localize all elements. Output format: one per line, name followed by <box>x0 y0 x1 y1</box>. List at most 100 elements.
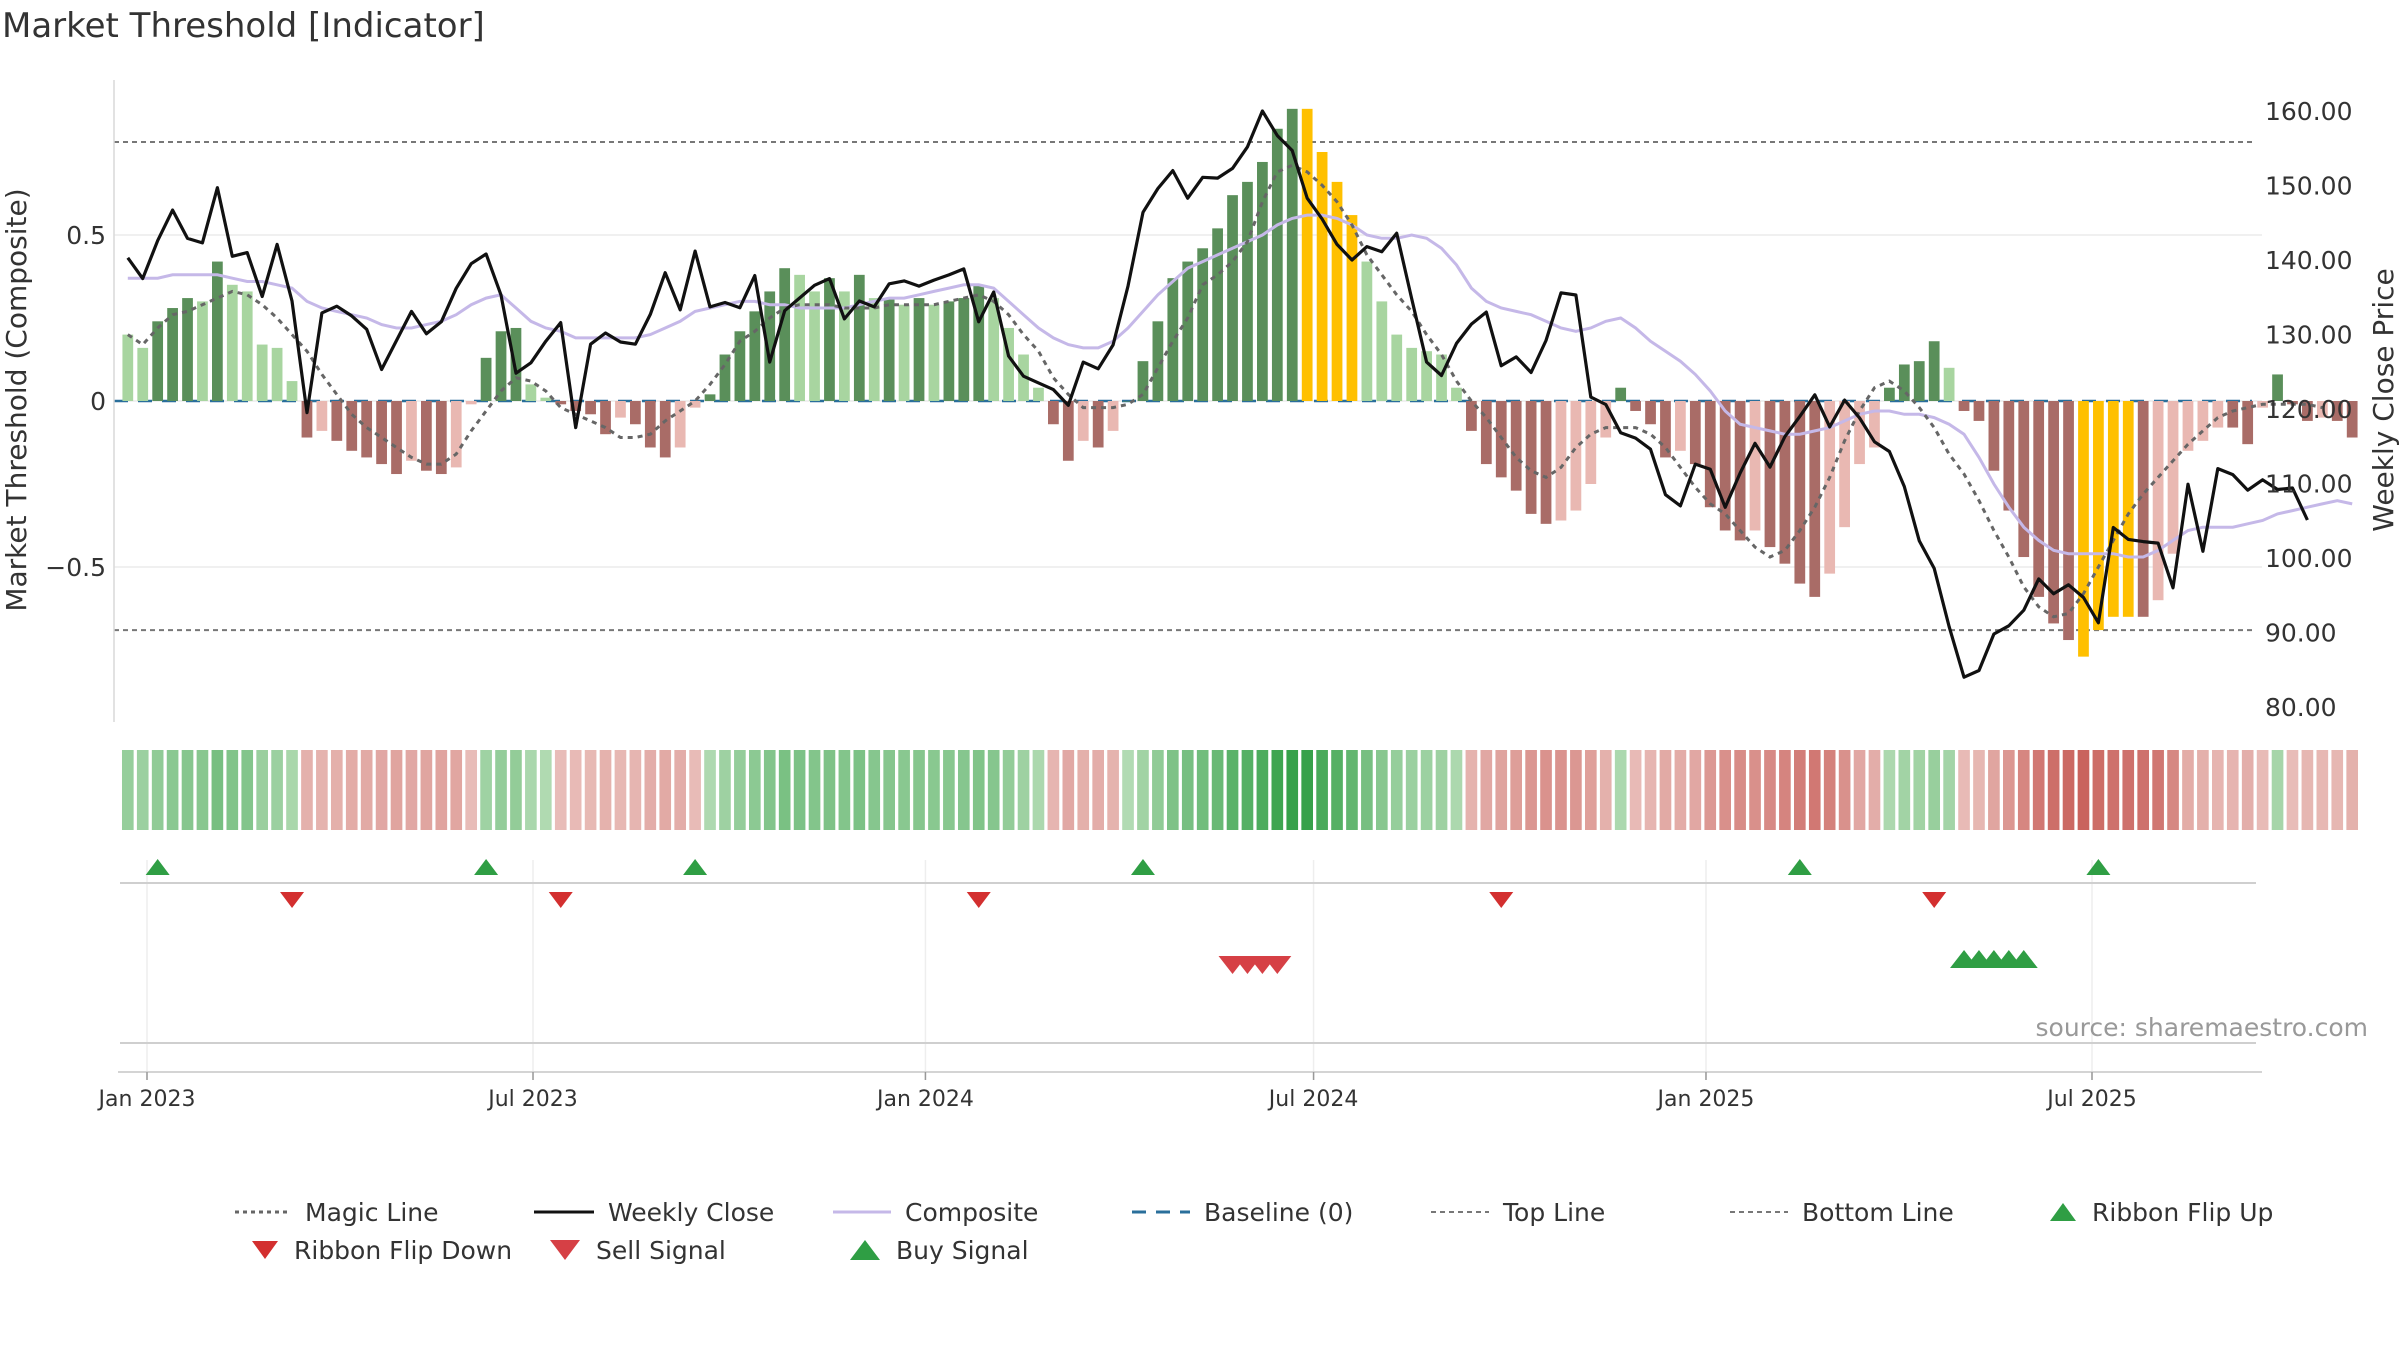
composite-bar <box>435 401 447 475</box>
ribbon-cell <box>405 750 418 830</box>
composite-bar <box>585 401 596 415</box>
ribbon-cell <box>525 750 537 830</box>
composite-bar <box>2033 401 2045 597</box>
ribbon-cell <box>196 750 209 830</box>
composite-bar <box>1824 401 1836 574</box>
legend-weekly-close: Weekly Close <box>534 1195 774 1229</box>
ribbon-cell <box>330 750 343 830</box>
ribbon-cell <box>1689 750 1702 830</box>
composite-bar <box>1331 181 1343 401</box>
ribbon-cell <box>823 750 836 830</box>
composite-bar <box>913 298 925 401</box>
ribbon-cell <box>2062 750 2075 830</box>
x-tick-label: Jul 2024 <box>1267 1087 1359 1112</box>
ribbon-flip-up-marker <box>683 859 708 875</box>
composite-bar <box>2018 401 2030 558</box>
composite-bar <box>2182 401 2194 451</box>
composite-bar <box>346 401 358 451</box>
x-tick-label: Jan 2024 <box>875 1087 974 1112</box>
ribbon-cell <box>1779 750 1791 830</box>
composite-bar <box>1510 401 1522 491</box>
ribbon-cell <box>1988 750 2000 830</box>
ribbon-cell <box>2241 750 2254 830</box>
composite-bar <box>898 304 910 401</box>
ribbon-flip-up-marker <box>145 859 170 875</box>
composite-bar <box>1361 261 1373 401</box>
composite-bar <box>1973 401 1985 421</box>
ribbon-cell <box>2092 750 2105 830</box>
ribbon-cell <box>1913 750 1926 830</box>
composite-bar <box>376 401 387 465</box>
ribbon-cell <box>1555 750 1567 830</box>
composite-bar <box>1436 354 1447 401</box>
ribbon-cell <box>2331 750 2344 830</box>
ribbon-cell <box>1644 750 1657 830</box>
ribbon-cell <box>2316 750 2329 830</box>
ribbon-cell <box>913 750 925 830</box>
magic-line <box>126 163 2323 619</box>
ribbon-cell <box>1286 750 1299 830</box>
composite-bar <box>1391 334 1403 401</box>
y-axis-label-left: Market Threshold (Composite) <box>0 188 33 611</box>
buy-signal-swatch <box>850 1240 880 1260</box>
ribbon-flip-up-marker <box>1130 859 1155 875</box>
legend-label: Composite <box>905 1197 1039 1227</box>
y-tick-label-right: 90.00 <box>2265 619 2337 648</box>
composite-bar <box>2346 401 2358 438</box>
ribbon-cell <box>1614 750 1627 830</box>
ribbon-cell <box>898 750 910 830</box>
composite-bar <box>1242 181 1253 401</box>
ribbon-cell <box>2271 750 2284 830</box>
ribbon-cell <box>2122 750 2135 830</box>
legend-label: Baseline (0) <box>1204 1197 1354 1227</box>
ribbon-cell <box>1719 750 1732 830</box>
ribbon-cell <box>1181 750 1194 830</box>
composite-bar <box>286 381 298 401</box>
composite-bar <box>1958 401 1970 411</box>
composite-bar <box>1525 401 1537 514</box>
source-text: source: sharemaestro.com <box>2036 1013 2369 1042</box>
ribbon-cell <box>345 750 358 830</box>
ribbon-cell <box>2212 750 2224 830</box>
composite-bar <box>868 298 880 401</box>
composite-bar <box>2227 401 2239 428</box>
ribbon-cell <box>539 750 552 830</box>
composite-bar <box>1988 401 2000 471</box>
composite-bar <box>779 268 791 401</box>
top-line-swatch <box>1431 1211 1489 1213</box>
composite-bar <box>1421 351 1432 401</box>
composite-bar <box>152 321 164 401</box>
ribbon-cell <box>704 750 716 830</box>
ribbon-cell <box>1122 750 1134 830</box>
composite-bar <box>1346 215 1358 401</box>
composite-bar <box>122 334 134 401</box>
ribbon-cell <box>1868 750 1881 830</box>
composite-line <box>127 213 2353 559</box>
ribbon-cell <box>1958 750 1970 830</box>
legend-bottom-line: Bottom Line <box>1730 1195 1954 1229</box>
composite-bar <box>1749 401 1761 531</box>
ribbon-cell <box>1152 750 1164 830</box>
ribbon-cell <box>510 750 522 830</box>
ribbon-cell <box>1838 750 1851 830</box>
composite-bar <box>943 301 955 401</box>
ribbon-cell <box>987 750 1000 830</box>
x-tick-label: Jul 2025 <box>2045 1087 2137 1112</box>
composite-bar <box>1122 401 1134 402</box>
composite-bar <box>271 347 283 401</box>
y-tick-label-right: 120.00 <box>2265 395 2352 424</box>
ribbon-cell <box>1062 750 1075 830</box>
composite-bar <box>1376 301 1388 401</box>
ribbon-cell <box>450 750 463 830</box>
ribbon-cell <box>943 750 955 830</box>
composite-bar <box>2093 401 2104 631</box>
ribbon-cell <box>1420 750 1433 830</box>
composite-bar <box>659 401 671 458</box>
ribbon-cell <box>793 750 806 830</box>
legend-baseline: Baseline (0) <box>1132 1195 1353 1229</box>
ribbon-cell <box>286 750 298 830</box>
ribbon-cell <box>838 750 851 830</box>
ribbon-cell <box>465 750 477 830</box>
ribbon-cell <box>1823 750 1836 830</box>
ribbon-cell <box>1316 750 1328 830</box>
